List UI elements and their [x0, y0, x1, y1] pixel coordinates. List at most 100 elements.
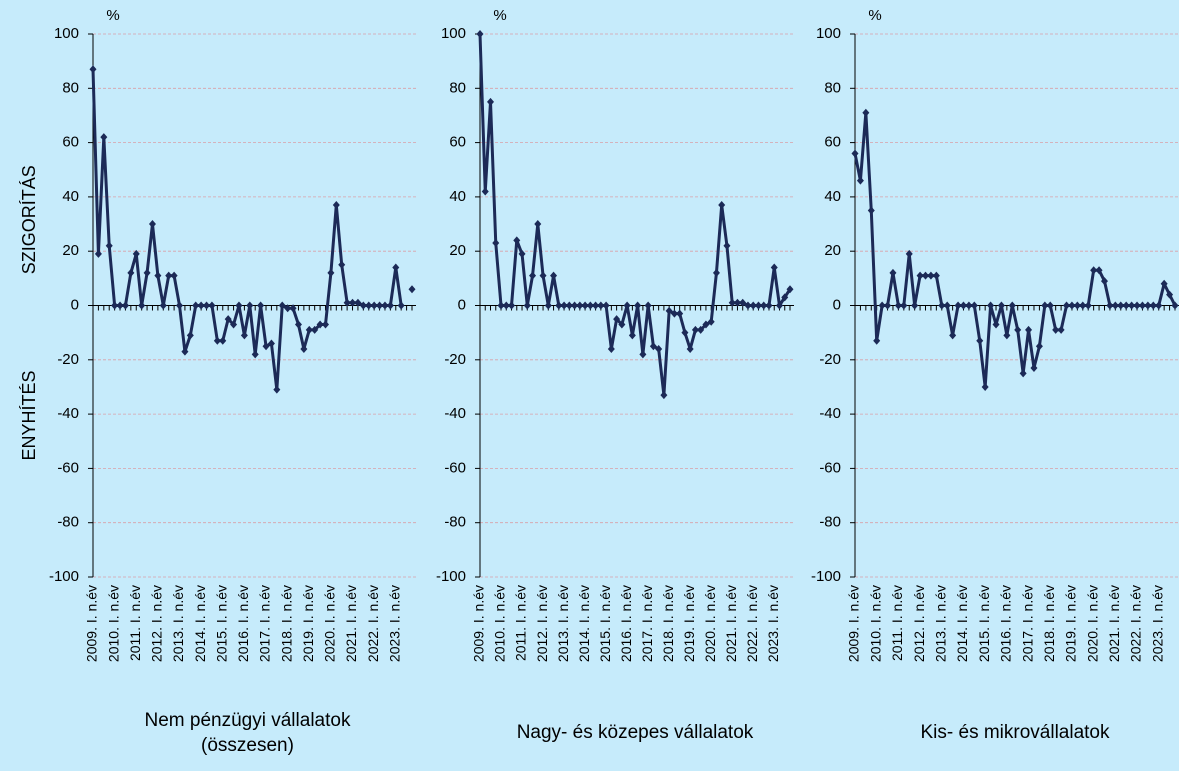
marker	[728, 298, 736, 307]
y-tick-label: -100	[49, 568, 79, 585]
marker	[749, 301, 757, 310]
x-tick-label: 2017. I. n.év	[639, 585, 655, 662]
marker	[1041, 301, 1049, 310]
marker	[970, 301, 978, 310]
marker	[754, 301, 762, 310]
marker	[111, 301, 119, 310]
x-tick-label: 2019. I. n.év	[1063, 585, 1079, 662]
marker	[181, 347, 189, 356]
marker	[894, 301, 902, 310]
marker	[327, 268, 335, 277]
marker	[370, 301, 378, 310]
marker	[987, 301, 995, 310]
marker	[1133, 301, 1141, 310]
marker	[1128, 301, 1136, 310]
x-tick-label: 2015. I. n.év	[597, 585, 613, 662]
y-tick-label: -60	[819, 459, 841, 476]
x-tick-label: 2015. I. n.év	[976, 585, 992, 662]
marker	[916, 271, 924, 280]
marker	[697, 325, 705, 334]
marker	[739, 298, 747, 307]
marker	[267, 339, 275, 348]
marker	[770, 263, 778, 272]
marker	[1035, 342, 1043, 351]
marker	[100, 133, 108, 142]
marker	[502, 301, 510, 310]
marker	[1155, 301, 1163, 310]
y-label-top: SZIGORÍTÁS	[19, 165, 39, 274]
marker	[338, 260, 346, 269]
x-tick-label: 2013. I. n.év	[170, 585, 186, 662]
marker	[576, 301, 584, 310]
marker	[192, 301, 200, 310]
marker	[670, 309, 678, 318]
x-tick-label: 2017. I. n.év	[1019, 585, 1035, 662]
x-tick-label: 2010. I. n.év	[492, 585, 508, 662]
marker	[862, 108, 870, 117]
y-tick-label: -60	[57, 459, 79, 476]
marker	[392, 263, 400, 272]
marker	[381, 301, 389, 310]
marker	[581, 301, 589, 310]
marker	[1003, 331, 1011, 340]
marker	[321, 320, 329, 329]
marker	[148, 220, 156, 229]
y-tick-label: 0	[833, 296, 841, 313]
y-tick-label: 100	[816, 25, 841, 42]
marker	[1138, 301, 1146, 310]
marker	[1008, 301, 1016, 310]
marker	[733, 298, 741, 307]
marker	[1090, 266, 1098, 275]
marker	[723, 241, 731, 250]
x-tick-label: 2023. I. n.év	[1149, 585, 1165, 662]
x-tick-label: 2010. I. n.év	[105, 585, 121, 662]
marker	[300, 344, 308, 353]
marker	[922, 271, 930, 280]
marker	[555, 301, 563, 310]
x-tick-label: 2011. I. n.év	[127, 585, 143, 661]
marker	[927, 271, 935, 280]
y-tick-label: -80	[819, 514, 841, 531]
y-tick-label: 60	[62, 134, 79, 151]
panel-title: Nem pénzügyi vállalatok (összesen)	[144, 710, 351, 756]
marker	[786, 285, 794, 294]
marker	[702, 320, 710, 329]
marker	[219, 336, 227, 345]
marker	[305, 325, 313, 334]
marker	[1100, 277, 1108, 286]
marker	[781, 293, 789, 302]
marker	[294, 320, 302, 329]
marker	[1079, 301, 1087, 310]
x-tick-label: 2012. I. n.év	[534, 585, 550, 662]
marker	[965, 301, 973, 310]
y-tick-label: 40	[62, 188, 79, 205]
marker	[132, 249, 140, 258]
x-tick-label: 2021. I. n.év	[1106, 585, 1122, 662]
marker	[867, 206, 875, 215]
marker	[523, 301, 531, 310]
marker	[992, 320, 1000, 329]
y-tick-label: 40	[449, 188, 466, 205]
unit-label: %	[868, 7, 881, 24]
marker	[676, 309, 684, 318]
marker	[1144, 301, 1152, 310]
marker	[760, 301, 768, 310]
marker	[618, 320, 626, 329]
y-tick-label: 40	[824, 188, 841, 205]
marker	[273, 385, 281, 394]
y-tick-label: -40	[444, 405, 466, 422]
marker	[1084, 301, 1092, 310]
marker	[597, 301, 605, 310]
marker	[138, 301, 146, 310]
marker	[332, 201, 340, 210]
x-tick-label: 2015. I. n.év	[213, 585, 229, 662]
marker	[497, 301, 505, 310]
marker	[665, 306, 673, 315]
unit-label: %	[106, 7, 119, 24]
y-tick-label: 80	[824, 79, 841, 96]
marker	[550, 271, 558, 280]
line	[93, 69, 412, 389]
marker	[518, 249, 526, 258]
marker	[718, 201, 726, 210]
y-tick-label: 20	[449, 242, 466, 259]
